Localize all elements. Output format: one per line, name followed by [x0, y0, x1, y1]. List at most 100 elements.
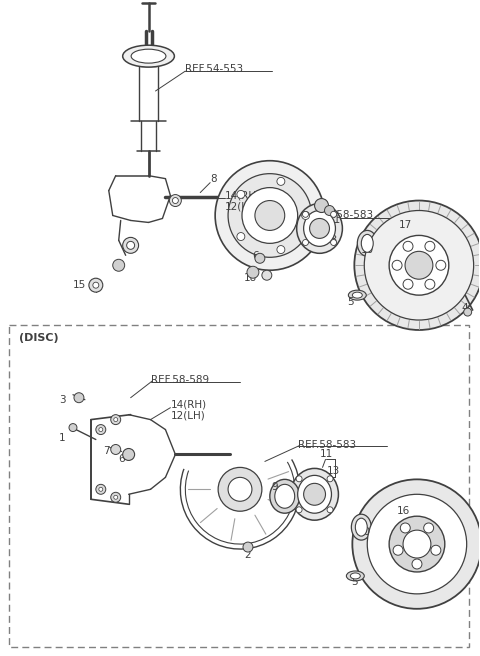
Text: 13: 13 [324, 236, 338, 245]
Ellipse shape [123, 45, 174, 67]
Text: 13: 13 [326, 466, 340, 476]
Circle shape [111, 415, 120, 424]
Text: REF.58-583: REF.58-583 [298, 440, 356, 449]
Circle shape [172, 197, 179, 203]
Text: 14(RH): 14(RH) [225, 190, 261, 201]
Circle shape [228, 174, 312, 257]
Circle shape [314, 199, 328, 213]
Circle shape [331, 239, 336, 245]
Text: (DISC): (DISC) [19, 333, 59, 343]
Text: 17: 17 [399, 220, 412, 230]
Ellipse shape [298, 476, 332, 513]
Circle shape [324, 205, 335, 215]
Circle shape [74, 393, 84, 403]
Circle shape [114, 495, 118, 499]
Circle shape [296, 476, 302, 482]
Circle shape [405, 251, 433, 279]
Circle shape [114, 418, 118, 422]
Circle shape [243, 542, 253, 552]
Circle shape [123, 449, 134, 461]
Circle shape [277, 177, 285, 186]
Ellipse shape [131, 49, 166, 63]
Ellipse shape [275, 484, 295, 508]
Ellipse shape [357, 230, 377, 256]
Circle shape [69, 424, 77, 432]
Circle shape [464, 308, 472, 316]
Circle shape [111, 445, 120, 455]
Text: REF.58-589: REF.58-589 [151, 375, 209, 385]
Circle shape [302, 211, 309, 217]
Ellipse shape [347, 571, 364, 581]
Text: 4: 4 [462, 303, 468, 313]
Text: 12(LH): 12(LH) [170, 411, 205, 420]
Circle shape [247, 266, 259, 278]
Ellipse shape [350, 573, 360, 579]
Text: 11: 11 [327, 215, 341, 226]
Circle shape [389, 516, 445, 572]
Ellipse shape [351, 514, 371, 540]
Circle shape [96, 484, 106, 494]
Circle shape [123, 237, 139, 253]
Circle shape [301, 211, 310, 220]
Circle shape [436, 260, 446, 270]
Circle shape [99, 428, 103, 432]
Circle shape [367, 494, 467, 594]
Ellipse shape [304, 211, 336, 247]
Text: REF.54-553: REF.54-553 [185, 64, 243, 74]
Circle shape [331, 211, 336, 217]
Text: REF.58-583: REF.58-583 [314, 211, 372, 220]
Circle shape [237, 190, 245, 198]
Circle shape [262, 270, 272, 280]
Ellipse shape [348, 290, 366, 300]
Circle shape [302, 239, 309, 245]
Circle shape [310, 218, 329, 238]
Text: 5: 5 [351, 577, 358, 587]
Circle shape [400, 523, 410, 533]
Text: 2: 2 [244, 550, 251, 560]
Text: 15: 15 [73, 280, 86, 290]
Circle shape [169, 195, 181, 207]
Ellipse shape [355, 518, 367, 536]
Circle shape [93, 282, 99, 288]
Ellipse shape [352, 292, 362, 298]
Circle shape [277, 245, 285, 254]
Circle shape [424, 523, 433, 533]
Text: 12(LH): 12(LH) [225, 201, 260, 211]
Circle shape [113, 259, 125, 271]
Text: 1: 1 [59, 432, 66, 443]
Text: 6: 6 [252, 251, 259, 261]
Circle shape [96, 424, 106, 434]
Circle shape [403, 241, 413, 251]
Circle shape [364, 211, 474, 320]
Text: 11: 11 [320, 449, 333, 459]
Circle shape [393, 545, 403, 555]
Circle shape [255, 253, 265, 263]
Circle shape [354, 201, 480, 330]
Circle shape [304, 483, 325, 505]
Ellipse shape [291, 468, 338, 520]
Circle shape [111, 492, 120, 502]
Circle shape [352, 480, 480, 609]
Circle shape [403, 279, 413, 289]
Circle shape [327, 507, 333, 513]
Circle shape [412, 559, 422, 569]
Text: 3: 3 [59, 395, 66, 405]
Text: 8: 8 [210, 174, 217, 184]
Circle shape [431, 545, 441, 555]
Circle shape [255, 201, 285, 230]
Ellipse shape [361, 234, 373, 253]
Circle shape [127, 241, 134, 249]
Circle shape [392, 260, 402, 270]
Text: 14(RH): 14(RH) [170, 400, 206, 410]
Text: 9: 9 [272, 482, 278, 492]
Circle shape [327, 476, 333, 482]
Circle shape [389, 236, 449, 295]
Circle shape [242, 188, 298, 243]
Circle shape [215, 161, 324, 270]
Text: 10: 10 [361, 245, 374, 255]
Circle shape [425, 279, 435, 289]
Circle shape [425, 241, 435, 251]
Circle shape [228, 478, 252, 501]
Circle shape [89, 278, 103, 292]
Circle shape [296, 507, 302, 513]
